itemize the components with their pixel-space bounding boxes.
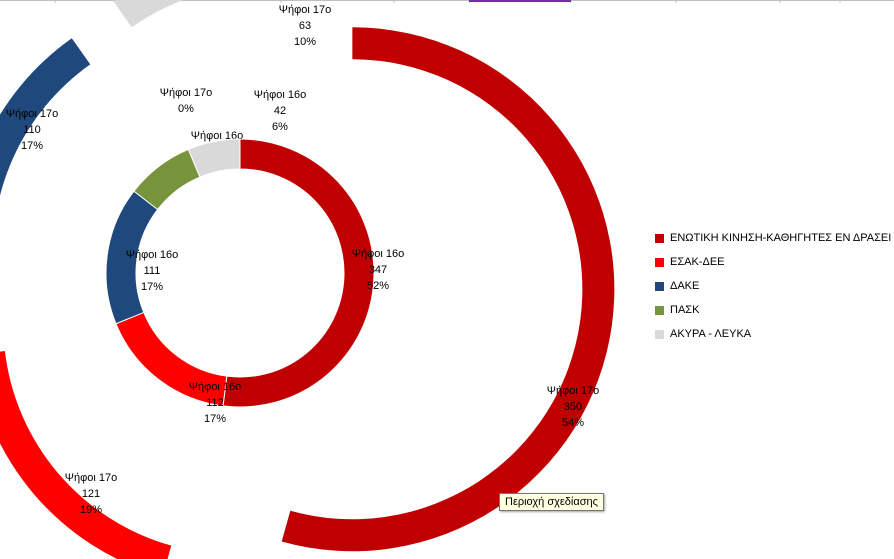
data-label-16-0: Ψήφοι 16ο 347 52%: [352, 248, 404, 292]
data-label-16-2: Ψήφοι 16ο 111 17%: [126, 249, 178, 293]
legend-item[interactable]: ΕΝΩΤΙΚΗ ΚΙΝΗΣΗ-ΚΑΘΗΓΗΤΕΣ ΕΝ ΔΡΑΣΕΙ: [655, 226, 891, 250]
legend-swatch: [655, 329, 664, 339]
legend-label: ΕΝΩΤΙΚΗ ΚΙΝΗΣΗ-ΚΑΘΗΓΗΤΕΣ ΕΝ ΔΡΑΣΕΙ: [670, 232, 892, 244]
legend-item[interactable]: ΠΑΣΚ: [655, 298, 891, 322]
data-label-17-2: Ψήφοι 17ο 110 17%: [6, 108, 58, 152]
chart-legend[interactable]: ΕΝΩΤΙΚΗ ΚΙΝΗΣΗ-ΚΑΘΗΓΗΤΕΣ ΕΝ ΔΡΑΣΕΙ ΕΣΑΚ-Δ…: [655, 226, 891, 346]
slice-16-4: [187, 138, 241, 178]
legend-label: ΑΚΥΡΑ - ΛΕΥΚΑ: [670, 328, 752, 340]
data-label-17-4: Ψήφοι 17ο 63 10%: [279, 4, 331, 48]
slice-17-2: [0, 38, 91, 196]
legend-label: ΕΣΑΚ-ΔΕΕ: [670, 256, 725, 268]
data-label-17-3: Ψήφοι 17ο 0%: [160, 87, 212, 115]
slice-17-1: [0, 351, 172, 559]
data-label-17-1: Ψήφοι 17ο 121 19%: [65, 472, 117, 516]
data-label-16-1: Ψήφοι 16ο 112 17%: [189, 381, 241, 425]
slice-17-4: [113, 0, 184, 28]
legend-label: ΠΑΣΚ: [670, 304, 700, 316]
legend-item[interactable]: ΕΣΑΚ-ΔΕΕ: [655, 250, 891, 274]
legend-swatch: [655, 305, 664, 315]
plot-area-tooltip: Περιοχή σχεδίασης: [499, 493, 604, 511]
slice-17-0: [281, 27, 615, 552]
legend-label: ΔΑΚΕ: [670, 280, 700, 292]
legend-item[interactable]: ΔΑΚΕ: [655, 274, 891, 298]
data-label-17-0: Ψήφοι 17ο 350 54%: [547, 385, 599, 429]
data-label-16-4: Ψήφοι 16ο 42 6%: [254, 89, 306, 133]
legend-swatch: [655, 257, 664, 267]
legend-item[interactable]: ΑΚΥΡΑ - ΛΕΥΚΑ: [655, 322, 891, 346]
legend-swatch: [655, 281, 664, 291]
legend-swatch: [655, 233, 664, 243]
slice-16-0: [222, 138, 375, 408]
